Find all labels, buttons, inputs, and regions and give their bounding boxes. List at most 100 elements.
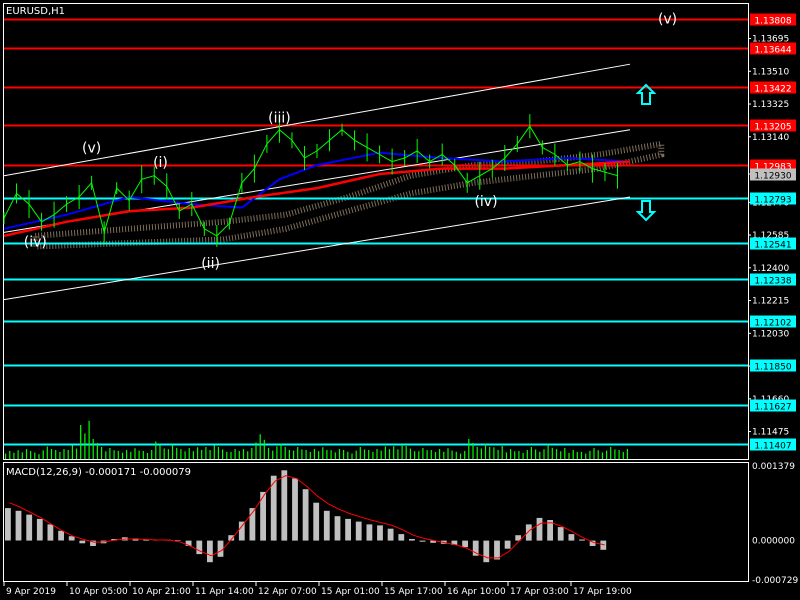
volume-bar [597, 450, 599, 459]
volume-bar [25, 449, 28, 459]
volume-bar [209, 450, 211, 459]
volume-bar [92, 439, 94, 459]
volume-bar [197, 447, 199, 459]
volume-bar [397, 449, 399, 459]
macd-hist-bar [398, 534, 405, 541]
macd-hist-bar [323, 510, 330, 541]
macd-hist-bar [26, 514, 33, 541]
macd-hist-bar [68, 536, 75, 541]
volume-bar [138, 450, 140, 459]
macd-hist-bar [568, 534, 575, 541]
level-tag-1.12102: 1.12102 [754, 319, 791, 329]
volume-bar [388, 449, 391, 459]
volume-bar [126, 450, 128, 459]
price-tick-1.13695: 1.13695 [752, 35, 789, 45]
volume-bar [343, 450, 345, 459]
macd-hist-bar [292, 478, 298, 541]
macd-hist-bar [196, 540, 203, 555]
volume-bar [67, 450, 69, 459]
volume-bar [443, 451, 445, 459]
volume-bar [167, 449, 169, 459]
macd-hist-bar [494, 540, 500, 560]
volume-bar [522, 453, 524, 459]
volume-bar [263, 439, 265, 460]
macd-tick-0.000000: 0.000000 [752, 537, 795, 547]
time-tick-3: 11 Apr 14:00 [195, 587, 254, 597]
volume-bar [259, 434, 261, 460]
volume-bars [5, 420, 628, 460]
volume-bar [80, 425, 82, 459]
macd-hist-bar [504, 540, 511, 549]
wave-label-3: (ii) [201, 256, 220, 272]
level-tag-bg-1.12793 [750, 192, 796, 205]
volume-bar [171, 445, 174, 459]
volume-bar [480, 448, 482, 459]
volume-bar [251, 448, 253, 459]
macd-hist-bar [143, 539, 149, 541]
volume-bar [606, 450, 608, 459]
volume-bar [217, 447, 219, 459]
volume-bar [422, 448, 424, 459]
volume-bar [226, 451, 228, 459]
volume-bar [96, 443, 98, 459]
macd-hist-bar [334, 516, 341, 541]
volume-bar [192, 451, 194, 459]
volume-bar [301, 449, 303, 459]
volume-bar [163, 448, 165, 459]
level-tag-1.12541: 1.12541 [754, 241, 791, 251]
macd-hist-bar [260, 491, 266, 541]
time-tick-4: 12 Apr 07:00 [258, 587, 317, 597]
volume-bar [447, 448, 449, 459]
macd-hist-bar [579, 539, 585, 541]
level-tag-1.13644: 1.13644 [754, 46, 791, 56]
current-price-tag-bg [750, 168, 796, 181]
level-tag-bg-1.12338 [750, 273, 796, 286]
volume-bar [242, 449, 245, 459]
volume-bar [393, 446, 395, 459]
volume-bar [134, 448, 136, 459]
level-tag-bg-1.12541 [750, 237, 796, 250]
volume-bar [555, 449, 558, 459]
moving-averages [3, 151, 631, 238]
volume-bar [155, 441, 157, 459]
support-resistance-levels [4, 18, 748, 446]
arrow-down-icon [635, 200, 657, 222]
macd-hist-bar [249, 508, 256, 541]
volume-bar [151, 450, 153, 459]
volume-bar [188, 448, 190, 459]
volume-bar [589, 450, 591, 459]
volume-bar [117, 450, 119, 459]
macd-hist-bar [355, 521, 362, 541]
volume-bar [276, 446, 278, 459]
macd-hist-bar [175, 540, 181, 541]
macd-hist-bar [377, 525, 383, 541]
time-tick-9: 17 Apr 19:00 [573, 587, 632, 597]
volume-bar [338, 449, 341, 459]
volume-bar [30, 451, 32, 459]
time-tick-2: 10 Apr 21:00 [132, 587, 191, 597]
macd-hist-bar [387, 528, 394, 541]
volume-bar [101, 447, 103, 459]
macd-indicator [5, 470, 607, 563]
macd-hist-bar [589, 540, 596, 546]
macd-hist-bar [472, 540, 479, 556]
volume-bar [543, 449, 545, 459]
volume-bar [614, 449, 616, 459]
macd-hist-bar [217, 540, 224, 557]
macd-hist-bar [525, 524, 532, 541]
macd-hist-bar [345, 518, 351, 541]
macd-hist-bar [462, 540, 468, 548]
volume-bar [255, 442, 257, 459]
volume-bar [514, 451, 516, 459]
volume-bar [130, 451, 132, 459]
target-arrows [635, 83, 657, 222]
volume-bar [176, 447, 178, 459]
volume-bar [459, 453, 462, 459]
level-tag-1.12793: 1.12793 [754, 196, 791, 206]
volume-bar [326, 449, 328, 459]
price-tick-1.12030: 1.12030 [752, 329, 789, 339]
volume-bar [476, 447, 478, 459]
channel-line-0 [3, 63, 631, 177]
level-tag-1.11850: 1.11850 [754, 363, 791, 373]
